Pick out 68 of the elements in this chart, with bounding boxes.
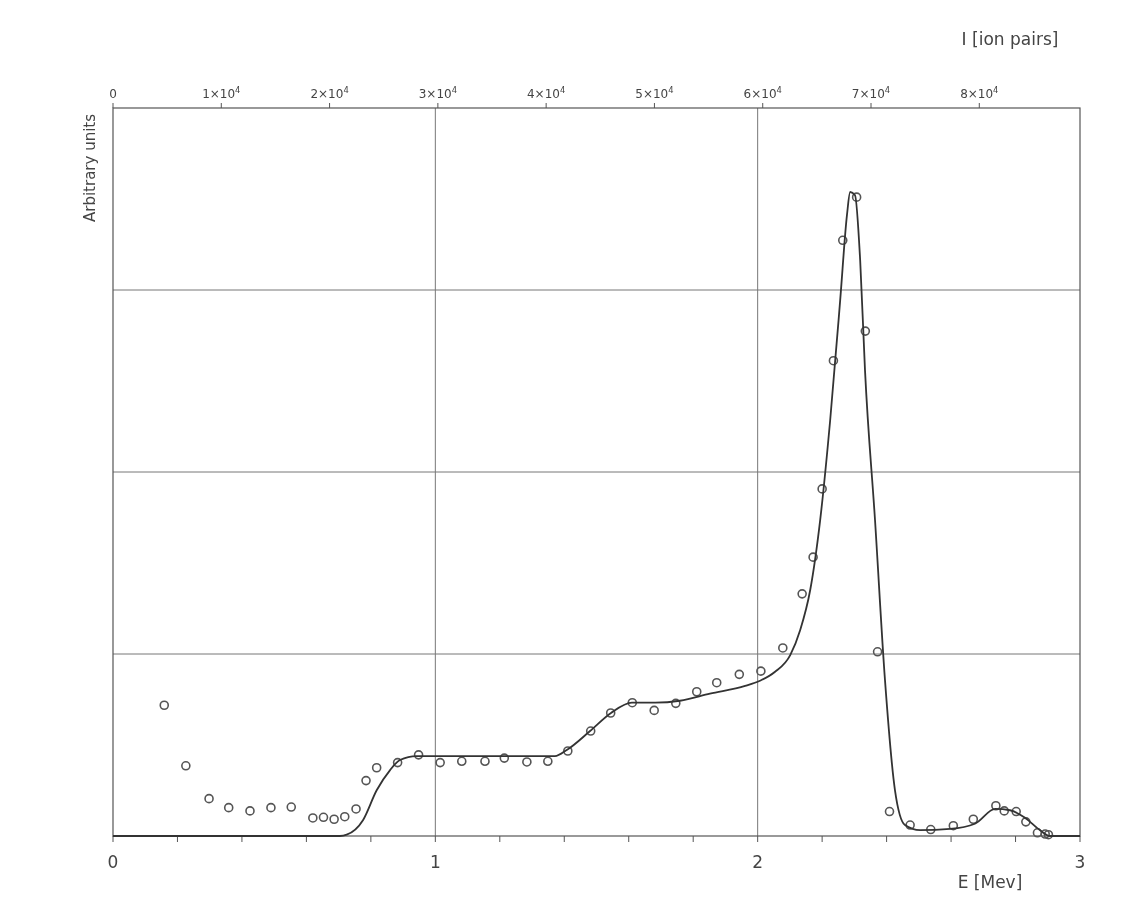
x-tick-label: 3 (1074, 852, 1086, 872)
x-tick-label: 0 (107, 852, 119, 872)
point (691, 686, 702, 697)
point (543, 756, 553, 767)
x2-tick-label: 3×10$^{4}$ (418, 85, 458, 101)
point (286, 802, 297, 812)
point (413, 750, 424, 760)
point (905, 820, 915, 830)
x2-tick-label: 4×10$^{4}$ (526, 85, 566, 101)
point (1032, 827, 1043, 838)
point (778, 643, 788, 653)
point (435, 757, 445, 768)
point (756, 666, 766, 676)
point (797, 589, 807, 599)
point (734, 669, 745, 680)
point (245, 806, 255, 816)
x-tick-label: 2 (752, 852, 764, 872)
point (329, 814, 339, 825)
x-tick-label: 1 (429, 852, 441, 872)
x2-tick-label: 0 (109, 87, 117, 101)
point (480, 756, 490, 767)
x2-tick-label: 8×10$^{4}$ (960, 85, 999, 101)
point (860, 326, 871, 336)
point (817, 484, 827, 494)
point (585, 726, 596, 736)
point (925, 824, 936, 835)
x2-tick-label: 1×10$^{4}$ (202, 85, 241, 101)
point (851, 192, 862, 202)
point (159, 700, 170, 711)
point (1021, 817, 1031, 827)
point (605, 708, 616, 718)
point (1040, 829, 1050, 839)
point (1011, 806, 1021, 817)
point (339, 811, 350, 822)
point (670, 698, 681, 709)
point (649, 705, 659, 716)
point (872, 647, 883, 657)
point (266, 802, 276, 813)
point (884, 806, 895, 817)
point (808, 552, 818, 562)
point (828, 355, 839, 366)
point (392, 757, 403, 768)
point (522, 757, 532, 767)
point (371, 762, 382, 773)
point (204, 793, 214, 804)
x2-tick-label: 7×10$^{4}$ (851, 85, 891, 101)
x2-tick-label: 2×10$^{4}$ (310, 85, 349, 101)
point (968, 814, 979, 825)
point (351, 804, 361, 814)
point (499, 753, 510, 763)
x2-axis-title: I [ion pairs] (961, 29, 1059, 49)
x2-tick-label: 6×10$^{4}$ (743, 85, 782, 101)
point (181, 761, 191, 771)
point (837, 235, 848, 246)
point (361, 775, 371, 786)
point (627, 697, 638, 708)
x-axis-title: E [Mev] (957, 872, 1023, 892)
point (563, 746, 573, 756)
point (223, 802, 234, 813)
point (948, 820, 959, 831)
point (456, 756, 467, 767)
x2-tick-label: 5×10$^{4}$ (635, 85, 674, 101)
point (999, 806, 1010, 816)
point (318, 812, 329, 823)
point (1043, 829, 1054, 840)
point (711, 677, 722, 688)
y-axis-title: Arbitrary units (81, 113, 99, 223)
point (308, 813, 318, 823)
